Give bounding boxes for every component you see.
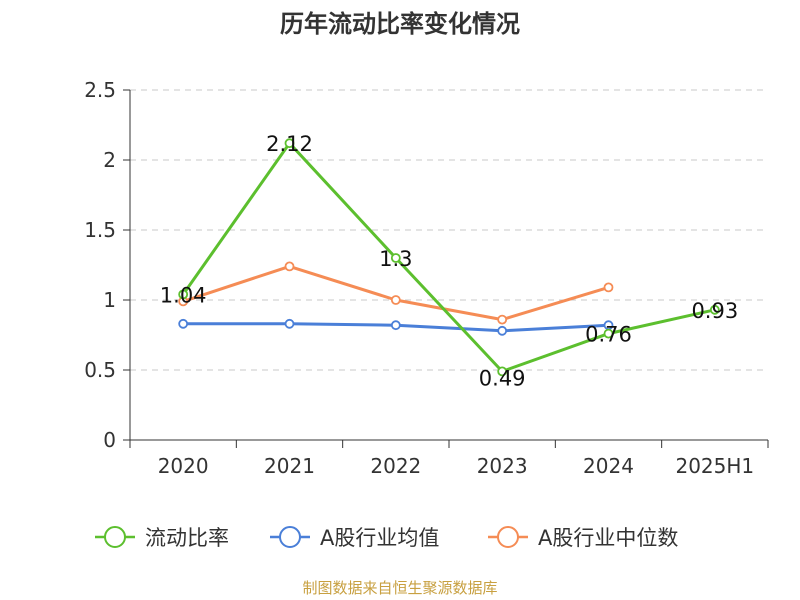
data-point[interactable] — [178, 289, 189, 300]
data-point[interactable] — [178, 318, 189, 329]
data-label: 1.04 — [160, 283, 207, 307]
data-label: 2.12 — [266, 132, 313, 156]
data-point[interactable] — [603, 328, 614, 339]
x-tick-label: 2020 — [158, 454, 209, 478]
x-tick-label: 2024 — [583, 454, 634, 478]
x-tick-label: 2021 — [264, 454, 315, 478]
y-tick-label: 2 — [103, 148, 116, 172]
source-note: 制图数据来自恒生聚源数据库 — [302, 579, 497, 597]
data-point[interactable] — [603, 282, 614, 293]
data-point[interactable] — [284, 318, 295, 329]
data-point[interactable] — [709, 304, 720, 315]
legend-item-2[interactable]: A股行业中位数 — [488, 526, 678, 550]
data-labels: 1.04 2.12 1.3 0.49 0.76 0.93 — [160, 132, 738, 390]
legend-label: A股行业均值 — [320, 526, 439, 550]
axes: 0 0.5 1 1.5 2 2.5 2020 2021 2022 2023 2024 2025H1 — [84, 78, 769, 478]
legend-marker — [497, 526, 519, 548]
legend-label: A股行业中位数 — [538, 526, 678, 550]
x-tick-label: 2025H1 — [675, 454, 754, 478]
data-point[interactable] — [390, 253, 401, 263]
legend-marker — [279, 526, 301, 548]
data-point[interactable] — [390, 320, 401, 331]
data-point[interactable] — [497, 325, 508, 336]
series-0 — [178, 138, 720, 377]
x-tick-label: 2022 — [370, 454, 421, 478]
x-tick-label: 2023 — [477, 454, 528, 478]
legend-item-1[interactable]: A股行业均值 — [270, 526, 439, 550]
data-point[interactable] — [390, 295, 401, 305]
series-1 — [178, 318, 614, 336]
series-line — [181, 141, 716, 373]
legend-item-0[interactable]: 流动比率 — [95, 526, 229, 550]
series-layer — [178, 138, 720, 377]
data-label: 1.3 — [379, 247, 412, 271]
series-2 — [178, 261, 614, 325]
data-point[interactable] — [284, 138, 295, 149]
legend-label: 流动比率 — [145, 526, 229, 550]
data-point[interactable] — [497, 314, 508, 325]
data-label: 0.93 — [691, 299, 738, 323]
data-label: 0.49 — [479, 366, 526, 390]
data-point[interactable] — [497, 366, 508, 377]
legend-marker — [104, 526, 126, 548]
series-line — [182, 264, 609, 322]
chart-title: 历年流动比率变化情况 — [280, 10, 520, 38]
y-tick-label: 0.5 — [84, 358, 116, 382]
legend[interactable]: 流动比率 A股行业均值 A股行业中位数 — [95, 526, 678, 550]
data-point[interactable] — [284, 261, 295, 272]
y-tick-label: 1.5 — [84, 218, 116, 242]
y-tick-label: 0 — [103, 428, 116, 452]
data-label: 0.76 — [585, 323, 632, 347]
y-tick-label: 2.5 — [84, 78, 116, 102]
y-tick-label: 1 — [103, 288, 116, 312]
